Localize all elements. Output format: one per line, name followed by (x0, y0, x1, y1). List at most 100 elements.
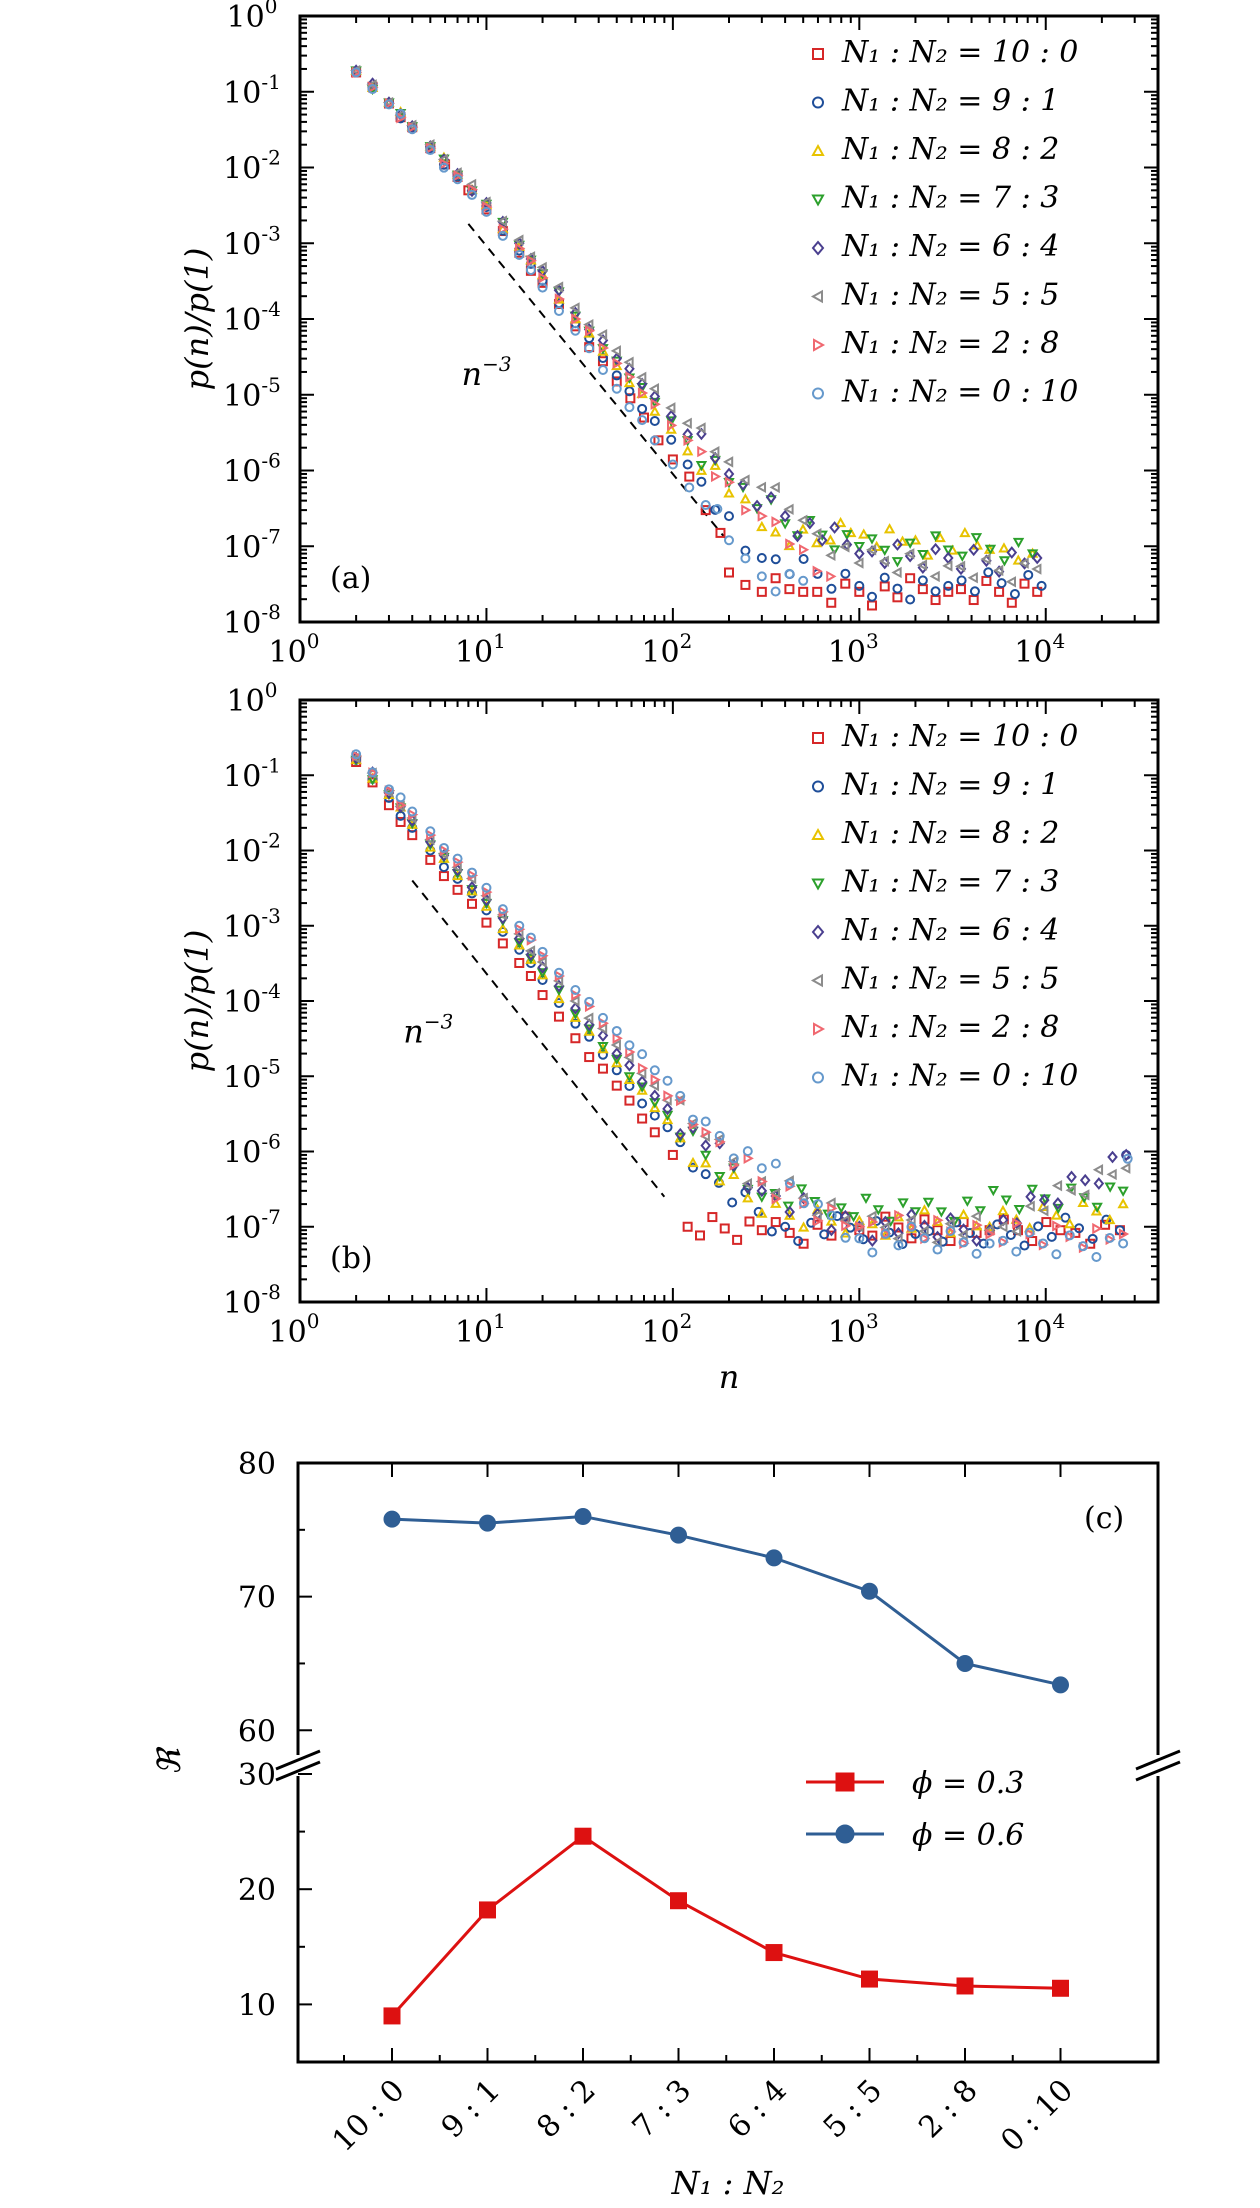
y-tick-label-base: 10 (223, 379, 261, 414)
data-point (466, 881, 478, 894)
x-tick-label-base: 10 (455, 1315, 493, 1350)
data-point (552, 281, 564, 293)
data-point (987, 1185, 1000, 1197)
data-point (700, 1157, 712, 1168)
data-point (756, 586, 767, 597)
data-point (662, 1075, 673, 1086)
data-point (1018, 557, 1029, 569)
legend: ϕ = 0.3 ϕ = 0.6 (806, 1766, 1024, 1853)
y-tick-label-exp: -1 (261, 70, 280, 94)
plot-frame-upper (296, 1461, 1160, 1755)
data-point (783, 503, 794, 516)
data-point (1079, 1173, 1091, 1187)
data-point (570, 325, 581, 336)
data-point (1051, 1249, 1062, 1260)
data-point (1104, 1213, 1116, 1225)
data-point (855, 1221, 866, 1233)
data-point (847, 1212, 860, 1223)
data-point (798, 586, 809, 597)
legend-label: N₁ : N₂ = 9 : 1 (841, 84, 1059, 119)
data-point (765, 1944, 783, 1962)
data-point (438, 871, 449, 882)
data-point (934, 531, 946, 543)
data-point (793, 1236, 804, 1247)
data-point (918, 1225, 929, 1237)
data-point (438, 842, 449, 853)
data-point (997, 1204, 1009, 1216)
data-point (835, 1203, 847, 1214)
data-point (825, 549, 836, 562)
data-point (919, 1219, 930, 1233)
data-point (916, 559, 928, 571)
y-tick-label-exp: -3 (261, 904, 280, 928)
data-point (637, 1098, 648, 1109)
data-point (1033, 1221, 1044, 1232)
panel-label: (c) (1084, 1501, 1124, 1536)
data-point (743, 1152, 754, 1165)
data-point (997, 1221, 1008, 1233)
data-point (798, 1198, 809, 1209)
data-point (945, 1236, 956, 1247)
legend-marker (812, 48, 824, 60)
x-tick-label: 100 (269, 629, 320, 670)
data-point (466, 867, 477, 878)
data-point (769, 526, 782, 537)
data-point (917, 549, 929, 561)
slope-annotation-exp: −3 (424, 1010, 453, 1034)
data-point (827, 1202, 838, 1215)
data-point (648, 383, 660, 395)
data-point (854, 586, 865, 597)
data-point (675, 1090, 686, 1101)
data-point (1104, 1182, 1116, 1193)
data-point (993, 564, 1004, 577)
data-point (584, 343, 595, 354)
data-point (1122, 1153, 1133, 1164)
data-point (893, 1222, 904, 1233)
y-tick-label-exp: -8 (261, 1280, 280, 1304)
data-point (649, 435, 660, 446)
data-point (636, 1082, 648, 1093)
data-point (396, 112, 407, 124)
data-point (438, 162, 449, 173)
data-point (611, 1065, 622, 1076)
data-point (998, 556, 1011, 567)
data-point (954, 560, 966, 573)
y-tick-label-exp: -2 (261, 829, 280, 853)
data-point (624, 1040, 635, 1051)
data-point (407, 124, 418, 135)
data-point (479, 1514, 496, 1532)
data-point (1066, 1170, 1077, 1184)
data-point (649, 405, 661, 416)
data-point (1065, 1184, 1076, 1196)
data-point (574, 1827, 592, 1845)
data-point (711, 470, 722, 483)
data-point (723, 467, 735, 481)
data-point (841, 530, 853, 541)
x-tick-label: 101 (455, 629, 506, 670)
data-point (687, 1114, 698, 1125)
data-point (1012, 1217, 1023, 1229)
data-point (637, 387, 649, 399)
y-tick-label-exp: 0 (265, 678, 278, 702)
data-point (553, 985, 565, 997)
data-point (584, 996, 595, 1007)
data-point (741, 504, 752, 516)
data-point (942, 545, 954, 556)
y-tick-label: 10-2 (223, 829, 281, 870)
data-point (765, 491, 777, 504)
data-point (623, 376, 636, 388)
legend: N₁ : N₂ = 10 : 0 N₁ : N₂ = 9 : 1 N₁ : N₂ =… (810, 35, 1078, 410)
data-point (525, 932, 536, 943)
data-point (816, 533, 828, 547)
data-point (681, 417, 692, 429)
y-tick-label-exp: -2 (261, 146, 280, 170)
y-tick-label: 10-7 (223, 1205, 281, 1246)
data-point (637, 1049, 648, 1060)
data-point (584, 325, 596, 337)
data-point (742, 1192, 754, 1203)
data-point (942, 560, 953, 572)
data-point (700, 1116, 711, 1127)
data-point (1023, 569, 1034, 580)
y-tick-label-exp: -3 (261, 221, 280, 245)
y-tick-label: 30 (238, 1758, 276, 1793)
